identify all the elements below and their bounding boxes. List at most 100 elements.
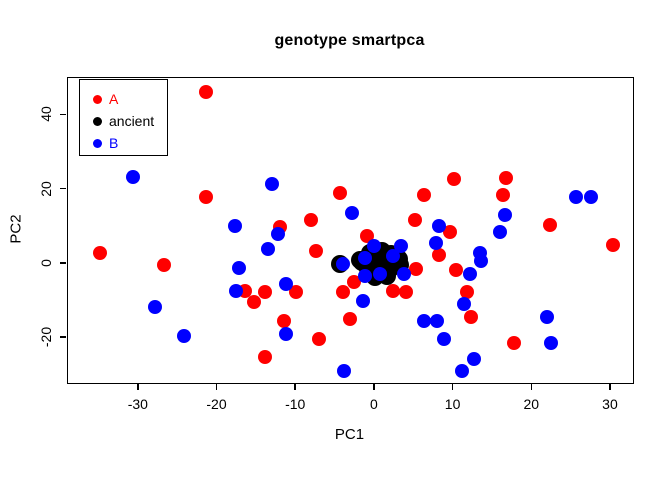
- legend-item-a: A: [80, 88, 167, 110]
- data-point-A: [408, 262, 423, 277]
- data-point-A: [289, 285, 304, 300]
- legend-label-b: B: [109, 135, 119, 151]
- x-tick-mark: [294, 383, 296, 390]
- x-tick-mark: [609, 383, 611, 390]
- x-tick-label: 10: [444, 396, 461, 412]
- x-tick-mark: [215, 383, 218, 390]
- x-tick-label: 0: [369, 396, 378, 412]
- x-tick-label: 20: [523, 396, 540, 412]
- data-point-A: [432, 247, 447, 262]
- data-point-B: [429, 235, 444, 250]
- data-point-A: [257, 285, 272, 300]
- data-point-B: [430, 314, 445, 329]
- data-point-B: [437, 332, 452, 347]
- y-axis-label: PC2: [7, 214, 25, 244]
- data-point-B: [397, 267, 411, 282]
- plot-area: A ancient B: [67, 77, 634, 384]
- data-point-B: [456, 296, 471, 311]
- data-point-B: [432, 219, 447, 234]
- data-point-B: [357, 268, 372, 283]
- legend-item-ancient: ancient: [80, 110, 167, 132]
- data-point-B: [345, 206, 360, 221]
- data-point-A: [447, 171, 462, 186]
- data-point-B: [227, 219, 242, 234]
- data-point-B: [126, 170, 141, 185]
- data-point-A: [443, 224, 458, 239]
- data-point-B: [583, 189, 598, 204]
- data-point-A: [304, 212, 319, 227]
- data-point-B: [228, 283, 243, 298]
- data-point-A: [199, 84, 214, 99]
- legend-dot-ancient-icon: [93, 116, 102, 126]
- data-point-A: [257, 350, 272, 365]
- data-point-B: [264, 176, 279, 191]
- data-point-A: [448, 263, 463, 278]
- x-tick-mark: [373, 383, 375, 390]
- data-point-B: [393, 238, 408, 253]
- x-tick-label: -10: [285, 396, 306, 412]
- data-point-A: [333, 186, 348, 201]
- data-point-B: [544, 335, 559, 350]
- y-tick-mark: [59, 187, 66, 190]
- data-point-A: [499, 170, 514, 185]
- data-point-B: [467, 352, 482, 367]
- data-point-A: [463, 309, 478, 324]
- x-tick-label: 30: [602, 396, 618, 412]
- data-point-B: [337, 363, 352, 378]
- y-tick-label: -20: [38, 326, 54, 348]
- data-point-A: [507, 335, 522, 350]
- data-point-B: [497, 207, 512, 222]
- data-point-B: [356, 293, 371, 308]
- data-point-B: [177, 328, 192, 343]
- data-point-A: [93, 246, 108, 261]
- data-point-B: [271, 226, 286, 241]
- data-point-A: [385, 283, 400, 298]
- data-point-A: [496, 188, 511, 203]
- plot-title: genotype smartpca: [274, 32, 425, 49]
- legend-dot-b-icon: [93, 138, 102, 148]
- data-point-B: [463, 266, 478, 281]
- data-point-A: [312, 332, 327, 347]
- data-point-A: [199, 189, 214, 204]
- data-point-B: [278, 277, 293, 292]
- data-point-A: [399, 285, 414, 300]
- x-axis-label: PC1: [334, 426, 365, 443]
- data-point-A: [157, 258, 171, 272]
- x-tick-mark: [530, 383, 533, 390]
- y-tick-mark: [59, 262, 66, 264]
- legend: A ancient B: [79, 79, 168, 156]
- data-point-B: [373, 266, 388, 281]
- y-tick-mark: [59, 336, 66, 338]
- data-point-A: [408, 212, 423, 227]
- data-point-B: [335, 257, 350, 272]
- data-point-A: [416, 187, 431, 202]
- data-point-A: [335, 285, 350, 300]
- legend-label-a: A: [109, 91, 119, 107]
- data-point-A: [247, 295, 262, 310]
- data-point-A: [605, 238, 620, 253]
- data-point-A: [542, 217, 557, 232]
- data-point-B: [569, 189, 584, 204]
- x-tick-label: -30: [127, 396, 148, 412]
- x-tick-mark: [451, 383, 454, 390]
- y-tick-mark: [59, 113, 66, 116]
- data-point-B: [385, 248, 400, 263]
- data-point-B: [416, 314, 431, 329]
- data-point-B: [260, 242, 275, 257]
- data-point-B: [455, 363, 470, 378]
- y-tick-label: 0: [38, 258, 54, 267]
- data-point-B: [367, 238, 382, 253]
- y-tick-label: 20: [38, 180, 54, 197]
- data-point-B: [278, 327, 293, 342]
- legend-item-b: B: [80, 132, 167, 154]
- x-tick-label: -20: [206, 396, 227, 412]
- data-point-B: [540, 309, 555, 324]
- data-point-B: [231, 261, 246, 276]
- data-point-A: [459, 285, 474, 300]
- data-point-B: [474, 253, 489, 268]
- legend-label-ancient: ancient: [109, 113, 155, 129]
- data-point-B: [493, 224, 507, 239]
- x-tick-mark: [137, 383, 139, 390]
- data-point-A: [277, 314, 292, 329]
